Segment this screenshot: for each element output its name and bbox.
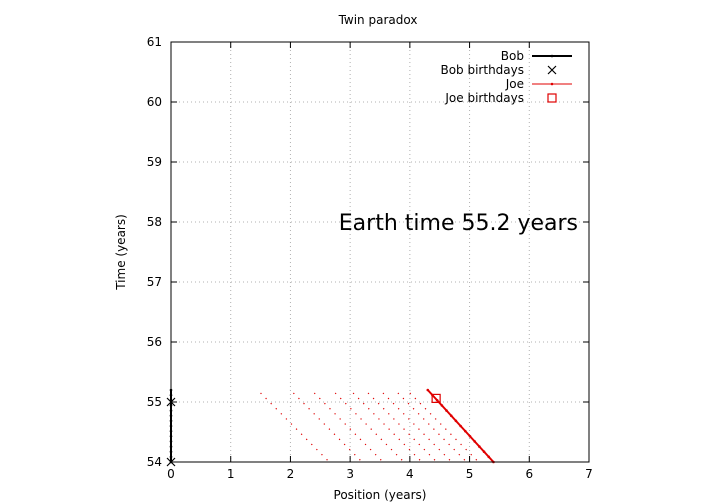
legend-key-1 (547, 65, 557, 75)
series-point-2-3 (440, 404, 444, 407)
y-tick-label-5: 59 (147, 155, 162, 169)
series-point-2-8 (464, 429, 467, 433)
earth-time-annotation: Earth time 55.2 years (339, 211, 578, 236)
legend-key-3 (547, 93, 557, 103)
light-line-8 (409, 392, 479, 463)
series-point-2-13 (487, 455, 491, 459)
legend-key-point-2 (550, 82, 554, 86)
series (166, 388, 495, 467)
series-point-2-0 (426, 388, 430, 392)
series-point-2-12 (482, 450, 486, 454)
light-line-2 (313, 392, 384, 463)
series-point-2-4 (445, 409, 448, 412)
series-point-2-5 (449, 414, 453, 418)
y-tick-label-6: 60 (147, 95, 162, 109)
series-point-2-7 (459, 424, 462, 428)
grid (171, 42, 589, 462)
light-lines (260, 392, 479, 463)
series-point-2-9 (468, 434, 472, 438)
light-line-7 (397, 392, 468, 463)
series-point-2-10 (473, 440, 476, 443)
series-point-2-11 (478, 445, 481, 448)
y-tick-label-1: 55 (147, 395, 162, 409)
x-tick-label-4: 4 (406, 467, 414, 481)
legend-label-2: Joe (505, 77, 524, 91)
y-tick-label-7: 61 (147, 35, 162, 49)
x-tick-label-5: 5 (466, 467, 474, 481)
x-tick-label-6: 6 (525, 467, 533, 481)
series-point-2-6 (454, 419, 458, 423)
legend-label-1: Bob birthdays (440, 63, 524, 77)
y-tick-label-0: 54 (147, 455, 162, 469)
chart-title: Twin paradox (338, 13, 418, 27)
x-tick-label-3: 3 (346, 467, 354, 481)
legend-key-point-0 (550, 54, 554, 58)
y-tick-label-3: 57 (147, 275, 162, 289)
legend-label-3: Joe birthdays (444, 91, 524, 105)
light-line-4 (352, 392, 423, 463)
x-axis-label: Position (years) (334, 488, 427, 502)
light-line-5 (367, 392, 438, 463)
light-line-1 (292, 392, 363, 463)
light-line-0 (260, 392, 330, 463)
light-line-6 (382, 392, 453, 463)
birthday-square-0 (431, 393, 441, 403)
plot-frame (170, 41, 590, 463)
legend-label-0: Bob (501, 49, 524, 63)
y-axis-label: Time (years) (114, 214, 128, 291)
y-tick-label-4: 58 (147, 215, 162, 229)
y-tick-label-2: 56 (147, 335, 162, 349)
series-joe-birthdays (431, 393, 441, 403)
x-tick-label-0: 0 (167, 467, 175, 481)
series-joe (426, 388, 495, 464)
x-tick-label-7: 7 (585, 467, 593, 481)
x-tick-label-1: 1 (227, 467, 235, 481)
series-point-2-2 (435, 398, 439, 402)
x-tick-label-2: 2 (287, 467, 295, 481)
